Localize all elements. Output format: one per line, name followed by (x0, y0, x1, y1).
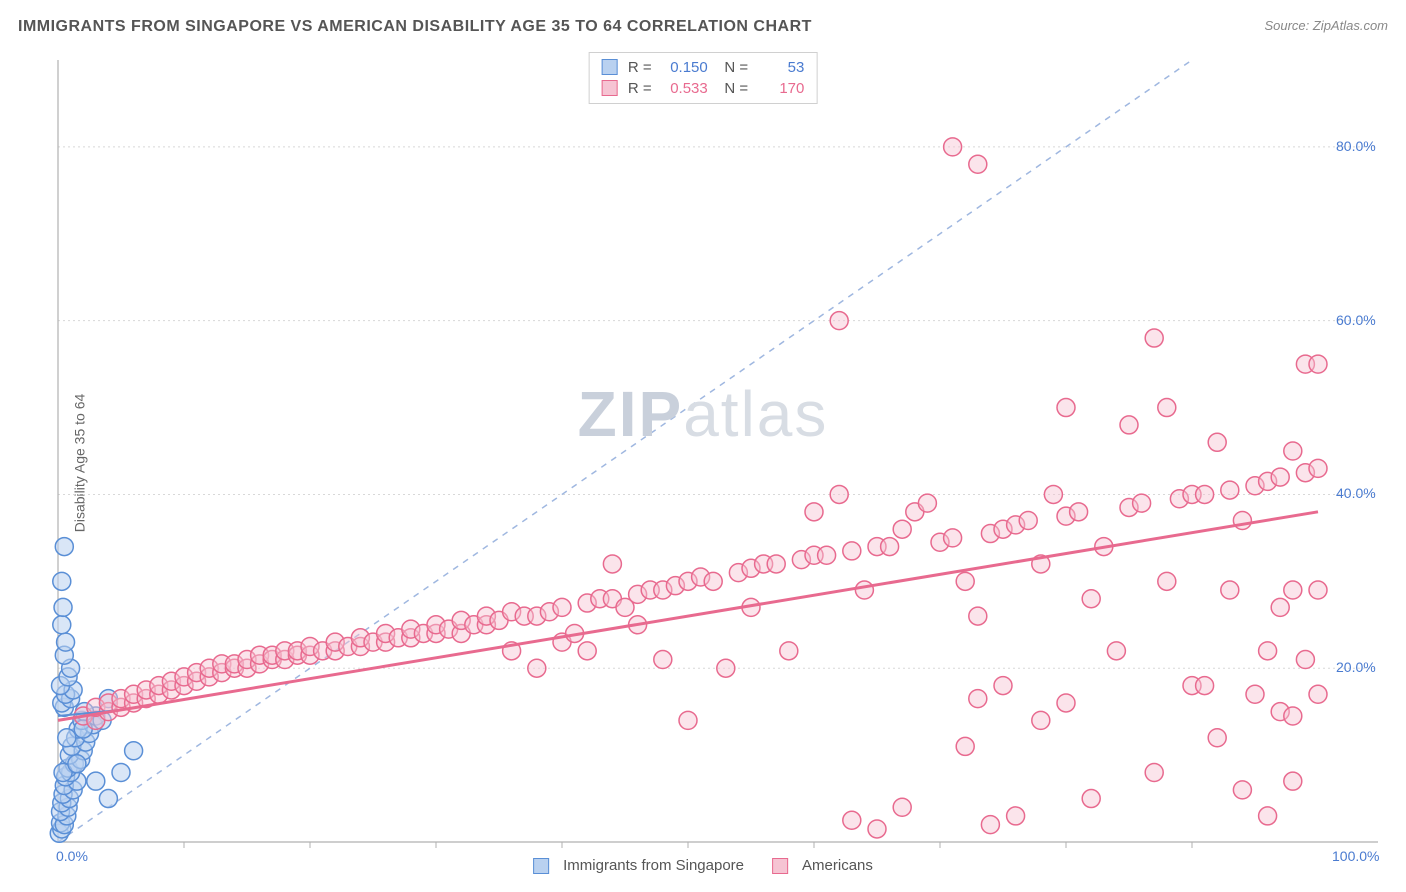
n-value-blue: 53 (752, 57, 804, 78)
n-label: N = (724, 59, 748, 76)
tick-label: 0.0% (56, 848, 88, 864)
r-value-pink: 0.533 (656, 78, 708, 99)
legend-swatch-blue-icon (533, 858, 549, 874)
stats-box: R = 0.150 N = 53 R = 0.533 N = 170 (589, 52, 818, 104)
swatch-blue-icon (602, 59, 618, 75)
chart-header: IMMIGRANTS FROM SINGAPORE VS AMERICAN DI… (18, 18, 1388, 36)
tick-label: 40.0% (1336, 485, 1376, 501)
scatter-plot-svg (18, 52, 1388, 874)
stats-row-pink: R = 0.533 N = 170 (602, 78, 805, 99)
legend-label-pink: Americans (802, 857, 873, 874)
r-value-blue: 0.150 (656, 57, 708, 78)
legend-label-blue: Immigrants from Singapore (563, 857, 744, 874)
r-label: R = (628, 59, 652, 76)
tick-label: 80.0% (1336, 138, 1376, 154)
tick-label: 60.0% (1336, 312, 1376, 328)
legend-item-pink: Americans (772, 857, 873, 874)
bottom-legend: Immigrants from Singapore Americans (533, 857, 873, 874)
r-label-2: R = (628, 80, 652, 97)
stats-row-blue: R = 0.150 N = 53 (602, 57, 805, 78)
chart-title: IMMIGRANTS FROM SINGAPORE VS AMERICAN DI… (18, 18, 812, 36)
legend-swatch-pink-icon (772, 858, 788, 874)
swatch-pink-icon (602, 80, 618, 96)
legend-item-blue: Immigrants from Singapore (533, 857, 744, 874)
n-value-pink: 170 (752, 78, 804, 99)
n-label-2: N = (724, 80, 748, 97)
tick-label: 100.0% (1332, 848, 1379, 864)
chart-area: Disability Age 35 to 64 ZIPatlas R = 0.1… (18, 52, 1388, 874)
source-label: Source: ZipAtlas.com (1264, 18, 1388, 33)
tick-label: 20.0% (1336, 659, 1376, 675)
